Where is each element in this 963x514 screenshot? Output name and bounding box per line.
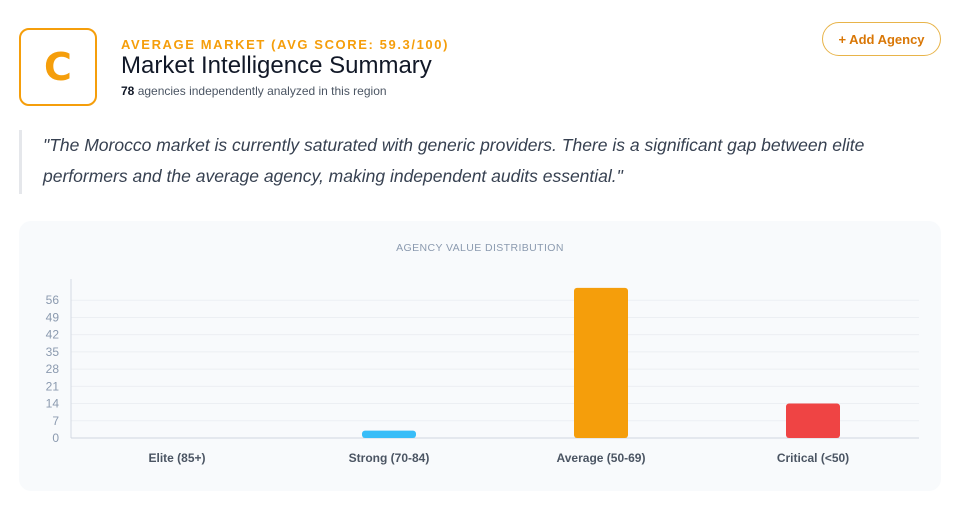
page-subtitle: 78 agencies independently analyzed in th… [121,84,387,98]
market-kicker: AVERAGE MARKET (AVG SCORE: 59.3/100) [121,37,450,52]
bar-strong[interactable] [362,430,416,438]
quote-text: "The Morocco market is currently saturat… [43,135,865,186]
y-tick-label: 0 [52,431,59,445]
y-tick-label: 42 [46,328,60,342]
x-tick-label: Strong (70-84) [349,451,430,465]
distribution-chart: 0 7 14 21 28 35 42 49 56 Elite (85+) Strong (70-84… [46,279,919,465]
y-tick-label: 28 [46,362,60,376]
page-title: Market Intelligence Summary [121,52,432,79]
add-agency-button[interactable]: + Add Agency [822,22,941,56]
market-quote: "The Morocco market is currently saturat… [19,130,919,194]
grade-letter: C [44,45,72,89]
y-tick-label: 7 [52,414,59,428]
y-tick-label: 49 [46,310,60,324]
bar-critical[interactable] [786,403,840,438]
y-tick-label: 14 [46,397,60,411]
chart-card: AGENCY VALUE DISTRIBUTION 0 7 14 21 28 35 42 49… [19,221,941,491]
x-tick-label: Critical (<50) [777,451,849,465]
y-tick-label: 21 [46,379,60,393]
x-tick-label: Average (50-69) [557,451,646,465]
chart-title: AGENCY VALUE DISTRIBUTION [396,242,564,254]
y-tick-label: 56 [46,293,60,307]
x-tick-label: Elite (85+) [148,451,205,465]
subtitle-text: agencies independently analyzed in this … [134,84,387,98]
agency-count: 78 [121,84,135,98]
bar-average[interactable] [574,287,628,438]
grade-badge: C [19,28,97,106]
y-tick-label: 35 [46,345,60,359]
